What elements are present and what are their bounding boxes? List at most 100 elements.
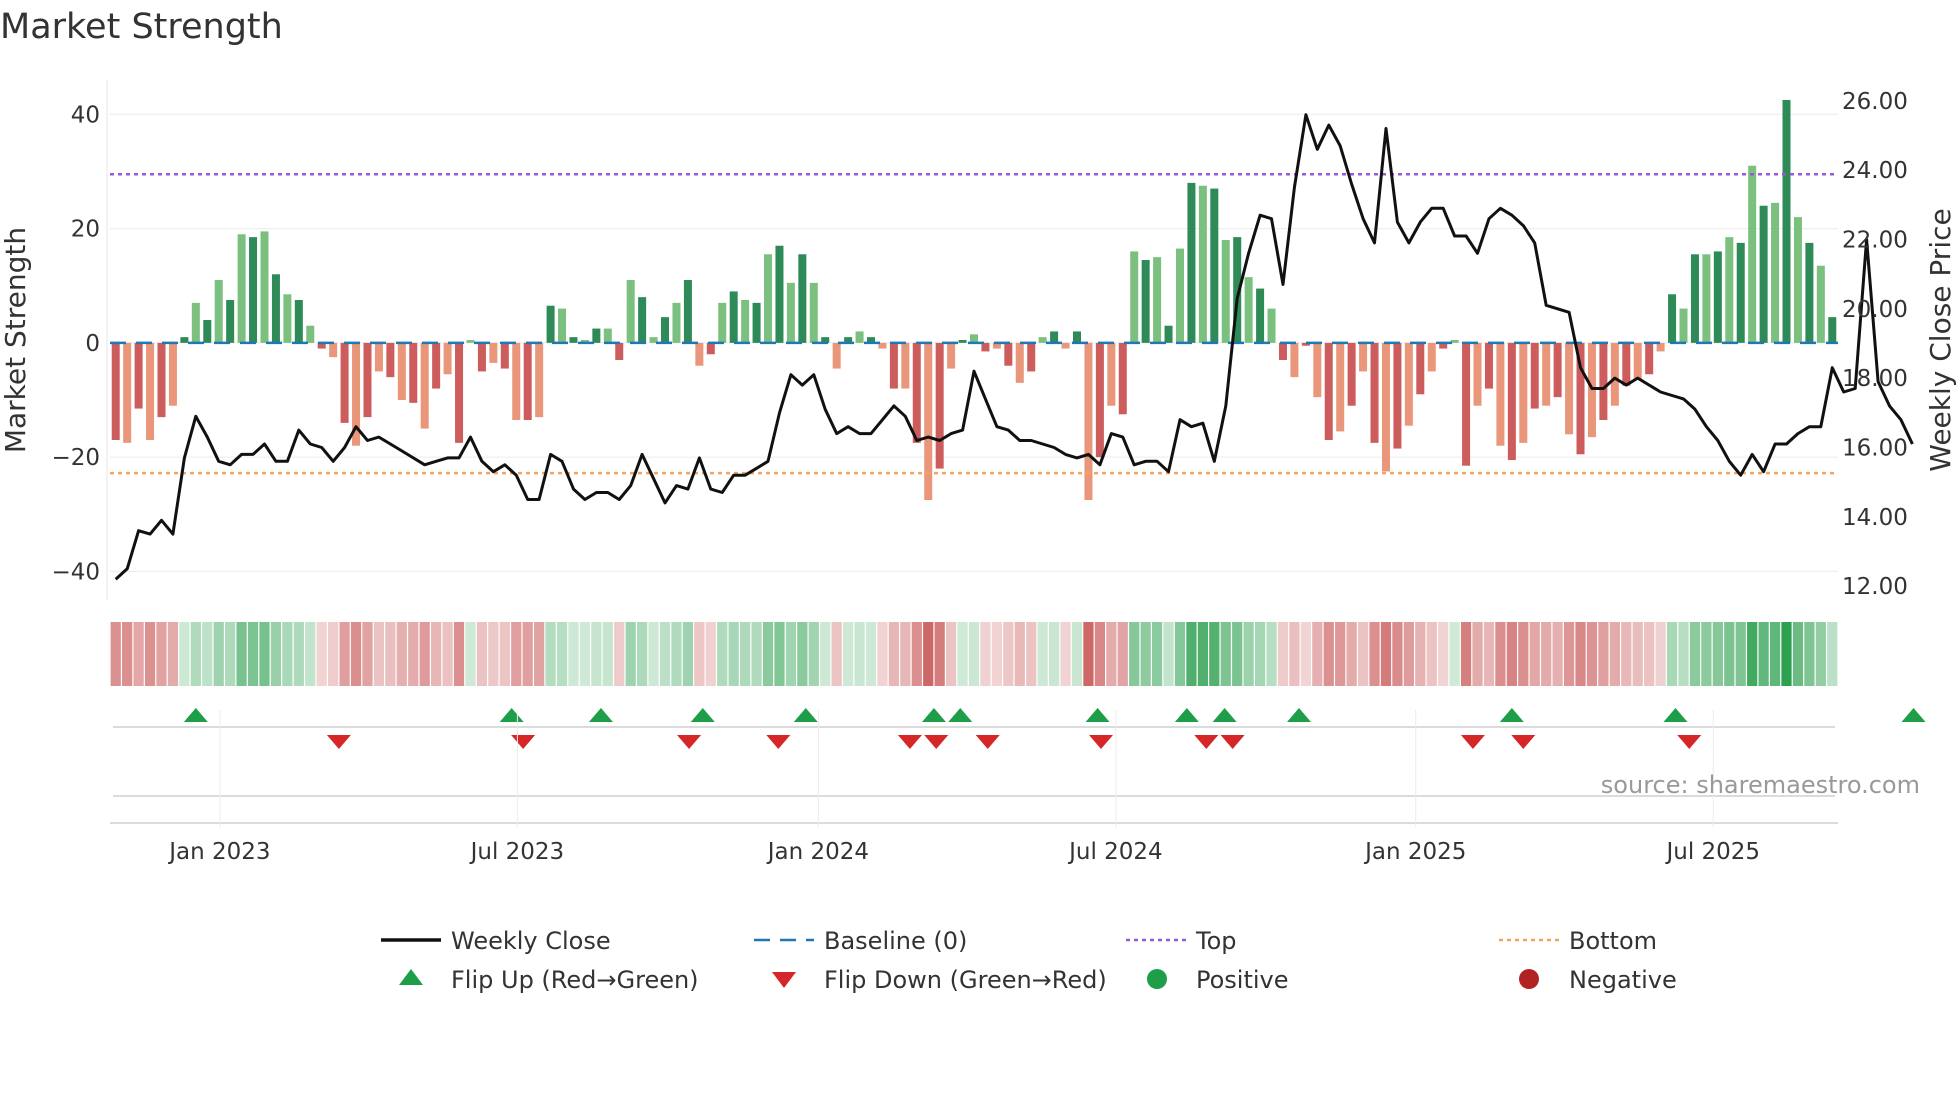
strength-bar — [729, 291, 738, 343]
legend-positive: Positive — [1196, 966, 1289, 994]
strength-bar — [180, 337, 189, 343]
strength-bar — [649, 337, 658, 343]
strength-bar — [1759, 205, 1768, 343]
strength-bar — [352, 342, 361, 446]
heat-cell — [488, 622, 499, 686]
heat-cell — [1026, 622, 1037, 686]
heat-cell — [144, 622, 156, 686]
heat-cell — [453, 622, 465, 686]
strength-bar — [1679, 308, 1688, 343]
heat-cell — [1346, 622, 1357, 686]
flip-down-marker — [1194, 735, 1219, 749]
strength-bar — [1347, 342, 1356, 406]
flip-up-marker — [1174, 708, 1199, 722]
heat-cell — [945, 622, 957, 686]
heat-cell — [1220, 622, 1231, 686]
y-ticks: 40 20 0 −20 −40 — [51, 102, 100, 585]
y2-tick-label: 20.00 — [1842, 297, 1908, 323]
legend-flip-up-icon — [399, 969, 423, 985]
strength-bar — [500, 342, 509, 369]
heat-cell — [1300, 622, 1311, 686]
flip-down-marker — [326, 735, 351, 749]
heat-cell — [774, 622, 785, 686]
y-tick-label: −40 — [51, 559, 100, 585]
strength-bar — [1278, 342, 1287, 360]
heat-cell — [728, 622, 739, 686]
strength-bar — [1530, 342, 1539, 409]
heat-cell — [465, 622, 476, 686]
strength-bar — [603, 328, 612, 343]
heat-cell — [671, 622, 682, 686]
heat-cell — [1655, 622, 1666, 686]
flip-up-marker — [1287, 708, 1312, 722]
strength-bar — [1038, 337, 1047, 343]
strength-bar — [992, 342, 1001, 349]
strength-bar — [1175, 248, 1184, 343]
strength-bar — [1381, 342, 1390, 472]
heat-cell — [110, 622, 121, 686]
strength-bar — [523, 342, 532, 420]
flip-up-marker — [1499, 708, 1524, 722]
heat-cell — [419, 622, 430, 686]
strength-bar — [512, 342, 521, 420]
strength-bar — [1599, 342, 1608, 420]
strength-bar — [249, 237, 258, 343]
strength-bar — [1027, 342, 1036, 372]
heat-cell — [476, 622, 488, 686]
y2-tick-label: 16.00 — [1842, 435, 1908, 461]
heat-cell — [831, 622, 842, 686]
heat-cell — [625, 622, 636, 686]
strength-heat-strip — [110, 622, 1838, 686]
strength-bar — [237, 234, 246, 343]
heat-cell — [1415, 622, 1426, 686]
strength-bar — [1301, 342, 1310, 346]
heat-cell — [751, 622, 762, 686]
flip-up-marker — [588, 708, 613, 722]
heat-cell — [1815, 622, 1826, 686]
legend-baseline: Baseline (0) — [824, 927, 967, 955]
x-tick-label: Jan 2025 — [1363, 839, 1466, 865]
strength-bar — [1256, 288, 1265, 343]
heat-cell — [1060, 622, 1071, 686]
heat-cell — [1621, 622, 1632, 686]
heat-cell — [1163, 622, 1174, 686]
y2-tick-label: 26.00 — [1842, 89, 1908, 115]
x-ticks: Jan 2023 Jul 2023 Jan 2024 Jul 2024 Jan 2025… — [110, 710, 1838, 865]
strength-bar — [1507, 342, 1516, 460]
heat-cell — [1724, 622, 1735, 686]
strength-bar — [1084, 342, 1093, 500]
heat-cell — [762, 622, 774, 686]
heat-cell — [842, 622, 854, 686]
heat-cell — [1689, 622, 1701, 686]
flip-up-marker — [1085, 708, 1110, 722]
heat-cell — [1632, 622, 1643, 686]
heat-cell — [1781, 622, 1792, 686]
heat-cell — [934, 622, 945, 686]
heat-cell — [991, 622, 1003, 686]
heat-cell — [682, 622, 694, 686]
heat-cell — [877, 622, 888, 686]
strength-bar — [775, 245, 784, 343]
heat-cell — [1747, 622, 1758, 686]
legend-flip-up: Flip Up (Red→Green) — [451, 966, 699, 994]
strength-bar — [203, 320, 212, 343]
heat-cell — [167, 622, 179, 686]
strength-bar — [1793, 217, 1802, 343]
legend-positive-icon — [1147, 969, 1167, 989]
flip-markers — [113, 708, 1926, 797]
strength-bar — [1107, 342, 1116, 406]
strength-bar — [134, 342, 143, 409]
strength-bar — [1290, 342, 1299, 378]
heat-cell — [1151, 622, 1163, 686]
strength-bar — [1782, 100, 1791, 343]
heat-cell — [316, 622, 327, 686]
heat-cell — [190, 622, 201, 686]
strength-bar — [901, 342, 910, 389]
strength-bar — [1645, 342, 1654, 375]
heat-cell — [1529, 622, 1540, 686]
heat-cell — [396, 622, 407, 686]
legend-negative: Negative — [1569, 966, 1677, 994]
strength-bar — [157, 342, 166, 418]
strength-bar — [1233, 237, 1242, 343]
heat-cell — [511, 622, 522, 686]
